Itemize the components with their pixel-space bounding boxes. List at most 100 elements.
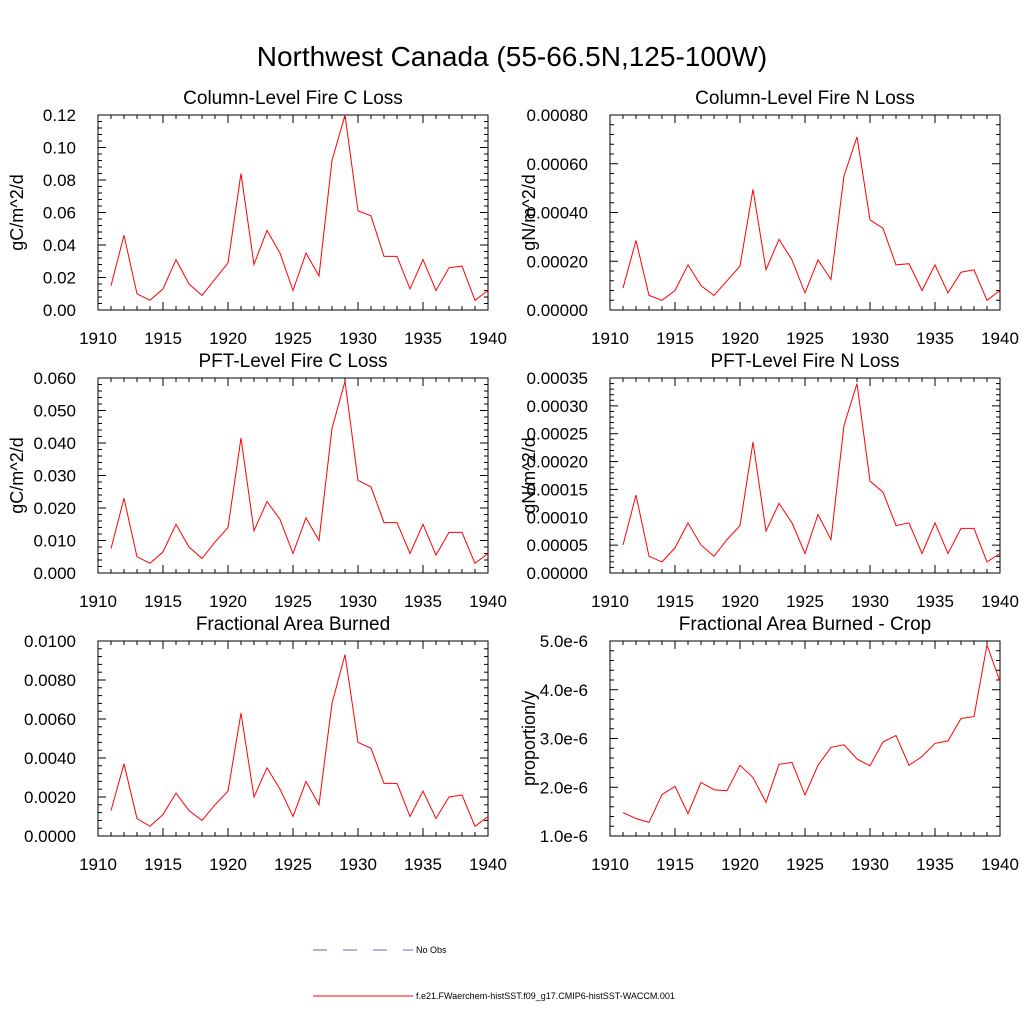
legend: No Obs f.e21.FWaerchem-histSST.f09_g17.C… (313, 945, 675, 1001)
x-tick-label: 1930 (339, 592, 377, 611)
y-axis-label: gN/m^2/d (519, 437, 539, 513)
panel-title: Column-Level Fire C Loss (183, 88, 403, 109)
y-tick-label: 0.00 (43, 301, 76, 320)
x-tick-label: 1935 (916, 855, 954, 874)
chart-panel-6: Fractional Area Burned - Crop proportion/… (519, 614, 1019, 874)
y-tick-label: 0.020 (33, 499, 76, 518)
x-tick-label: 1910 (79, 592, 117, 611)
x-tick-label: 1930 (339, 855, 377, 874)
y-tick-label: 0.00000 (527, 564, 588, 583)
y-tick-label: 0.10 (43, 139, 76, 158)
y-tick-label: 0.00080 (527, 106, 588, 125)
y-tick-label: 0.0020 (24, 788, 76, 807)
y-tick-label: 0.000 (33, 564, 76, 583)
chart-panel-4: PFT-Level Fire N Loss gN/m^2/d 1910 1915 192… (519, 351, 1019, 611)
x-tick-label: 1925 (786, 329, 824, 348)
series-line (110, 654, 489, 828)
chart-panel-3: PFT-Level Fire C Loss gC/m^2/d 1910 1915 192… (7, 351, 507, 611)
series-line (110, 114, 489, 302)
y-tick-label: 0.00030 (527, 397, 588, 416)
x-tick-label: 1925 (786, 855, 824, 874)
y-tick-label: 0.060 (33, 369, 76, 388)
x-tick-label: 1910 (591, 855, 629, 874)
panel-title: Fractional Area Burned (196, 614, 390, 635)
panel-title: Fractional Area Burned - Crop (679, 614, 931, 635)
x-tick-label: 1920 (721, 329, 759, 348)
y-tick-label: 0.00025 (527, 425, 588, 444)
y-tick-label: 0.0080 (24, 671, 76, 690)
x-tick-label: 1940 (981, 592, 1019, 611)
y-tick-label: 0.0100 (24, 632, 76, 651)
x-tick-label: 1940 (981, 855, 1019, 874)
y-tick-label: 0.00000 (527, 301, 588, 320)
panel-title: Column-Level Fire N Loss (695, 88, 915, 109)
y-tick-label: 0.040 (33, 434, 76, 453)
x-tick-label: 1925 (274, 329, 312, 348)
x-tick-label: 1930 (339, 329, 377, 348)
y-tick-label: 0.00040 (527, 204, 588, 223)
y-tick-label: 0.00020 (527, 453, 588, 472)
y-axis-label: proportion/y (519, 691, 539, 786)
x-tick-label: 1935 (404, 855, 442, 874)
plot-frame (609, 377, 1001, 574)
y-tick-label: 0.050 (33, 402, 76, 421)
y-tick-label: 0.00015 (527, 480, 588, 499)
y-tick-label: 0.12 (43, 106, 76, 125)
x-tick-label: 1920 (721, 592, 759, 611)
x-tick-label: 1940 (981, 329, 1019, 348)
x-tick-label: 1940 (469, 329, 507, 348)
plot-frame (609, 640, 1001, 837)
x-tick-label: 1925 (786, 592, 824, 611)
x-tick-label: 1940 (469, 855, 507, 874)
y-tick-label: 5.0e-6 (540, 632, 588, 651)
y-tick-label: 0.0000 (24, 827, 76, 846)
y-tick-label: 0.00060 (527, 155, 588, 174)
x-tick-label: 1910 (79, 855, 117, 874)
y-axis-label: gC/m^2/d (7, 174, 27, 250)
x-tick-label: 1915 (656, 855, 694, 874)
panel-title: PFT-Level Fire N Loss (711, 351, 900, 372)
y-axis-label: gC/m^2/d (7, 437, 27, 513)
y-tick-label: 3.0e-6 (540, 730, 588, 749)
figure-title: Northwest Canada (55-66.5N,125-100W) (257, 41, 767, 72)
plot-frame (609, 114, 1001, 311)
y-tick-label: 0.00035 (527, 369, 588, 388)
series-line (622, 642, 1001, 824)
x-tick-label: 1935 (916, 329, 954, 348)
x-tick-label: 1940 (469, 592, 507, 611)
chart-panels: Column-Level Fire C Loss gC/m^2/d 1910 1915… (7, 88, 1019, 874)
x-tick-label: 1915 (144, 855, 182, 874)
plot-frame (97, 640, 489, 837)
panel-title: PFT-Level Fire C Loss (199, 351, 388, 372)
x-tick-label: 1915 (144, 592, 182, 611)
x-tick-label: 1935 (916, 592, 954, 611)
y-tick-label: 0.0040 (24, 749, 76, 768)
plot-frame (97, 377, 489, 574)
x-tick-label: 1920 (721, 855, 759, 874)
y-tick-label: 0.06 (43, 204, 76, 223)
y-tick-label: 0.010 (33, 532, 76, 551)
y-tick-label: 0.00010 (527, 508, 588, 527)
y-tick-label: 0.00020 (527, 252, 588, 271)
chart-panel-1: Column-Level Fire C Loss gC/m^2/d 1910 1915… (7, 88, 507, 348)
x-tick-label: 1910 (79, 329, 117, 348)
chart-panel-5: Fractional Area Burned 1910 1915 1920 1925 19… (24, 614, 507, 874)
legend-label-model: f.e21.FWaerchem-histSST.f09_g17.CMIP6-hi… (416, 991, 675, 1001)
x-tick-label: 1930 (851, 855, 889, 874)
series-line (622, 383, 1001, 563)
x-tick-label: 1915 (656, 329, 694, 348)
y-tick-label: 2.0e-6 (540, 778, 588, 797)
x-tick-label: 1910 (591, 592, 629, 611)
x-tick-label: 1925 (274, 592, 312, 611)
y-tick-label: 1.0e-6 (540, 827, 588, 846)
series-line (622, 136, 1001, 302)
y-tick-label: 0.0060 (24, 710, 76, 729)
x-tick-label: 1920 (209, 855, 247, 874)
x-tick-label: 1935 (404, 592, 442, 611)
y-tick-label: 0.02 (43, 269, 76, 288)
legend-label-no-obs: No Obs (416, 945, 447, 955)
plot-frame (97, 114, 489, 311)
x-tick-label: 1915 (144, 329, 182, 348)
y-tick-label: 0.04 (43, 236, 76, 255)
